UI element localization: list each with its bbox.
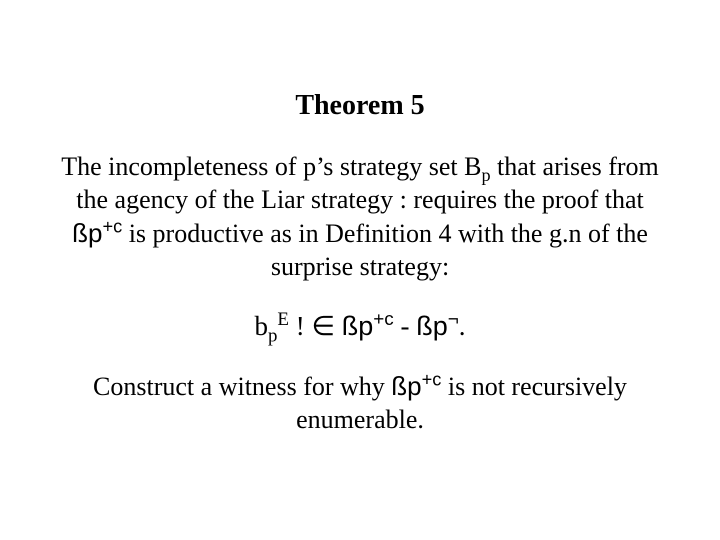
f-elem: ∈ — [311, 311, 335, 341]
paragraph-2: Construct a witness for why ßp+c is not … — [60, 370, 660, 437]
formula-line: bpE ! ∈ ßp+c - ßp¬. — [60, 311, 660, 342]
f-dot: . — [459, 311, 466, 341]
slide: Theorem 5 The incompleteness of p’s stra… — [0, 0, 720, 540]
p1-text-3: is productive as in Definition 4 with th… — [122, 219, 648, 281]
f-b: b — [254, 311, 268, 341]
f-sup-e: E — [277, 309, 289, 330]
f-sup2: ¬ — [448, 309, 459, 330]
p2-beta-p: ßp — [391, 371, 421, 401]
paragraph-1: The incompleteness of p’s strategy set B… — [60, 150, 660, 283]
p1-sup-plus-c: +c — [102, 216, 122, 236]
f-bp1: ßp — [342, 311, 374, 341]
f-bang: ! — [289, 311, 312, 341]
f-sub-p: p — [268, 325, 277, 346]
p1-sub-p: p — [481, 165, 490, 185]
p2-sup-plus-c: +c — [422, 369, 442, 389]
f-minus: - — [394, 311, 417, 341]
p1-beta-p: ßp — [72, 218, 102, 248]
f-bp2: ßp — [416, 311, 448, 341]
p2-text-1: Construct a witness for why — [93, 372, 391, 401]
f-sup1: +c — [373, 309, 393, 330]
f-sp1 — [335, 311, 342, 341]
theorem-title: Theorem 5 — [60, 90, 660, 122]
p1-text-1: The incompleteness of p’s strategy set B — [61, 152, 481, 181]
